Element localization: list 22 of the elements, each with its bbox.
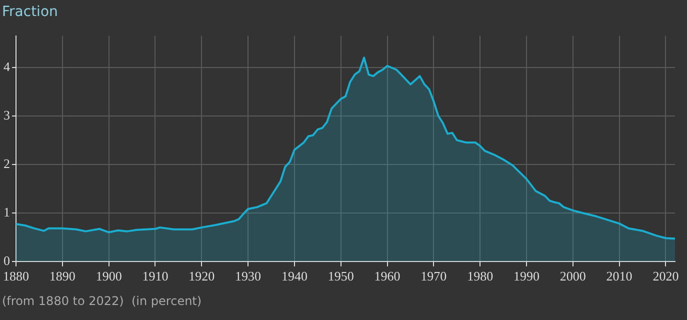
y-tick-label: 4 [4,58,10,74]
x-tick-label: 1880 [3,268,29,284]
x-tick-label: 1970 [420,268,447,284]
x-tick-label: 1930 [235,268,262,284]
y-tick-label: 3 [4,107,10,122]
x-tick-label: 2000 [560,268,586,284]
y-tick-label: 2 [4,156,10,171]
x-tick-label: 1890 [49,268,76,284]
x-tick-label: 2020 [652,268,679,284]
y-tick-label: 0 [4,252,10,268]
text: (from 1880 to 2022) (in percent) [1,293,203,308]
x-tick-label: 1950 [328,268,354,284]
x-tick-label: 1900 [96,268,122,284]
chart-title: Fraction [1,3,59,22]
x-tick-label: 1980 [467,268,494,284]
x-tick-label: 2010 [606,268,632,284]
x-tick-label: 1920 [188,268,215,284]
x-tick-label: 1940 [281,268,308,284]
x-tick-label: 1990 [513,268,540,284]
x-tick-label: 1910 [142,268,168,284]
y-tick-label: 1 [4,204,10,220]
x-tick-label: 1960 [374,268,400,284]
